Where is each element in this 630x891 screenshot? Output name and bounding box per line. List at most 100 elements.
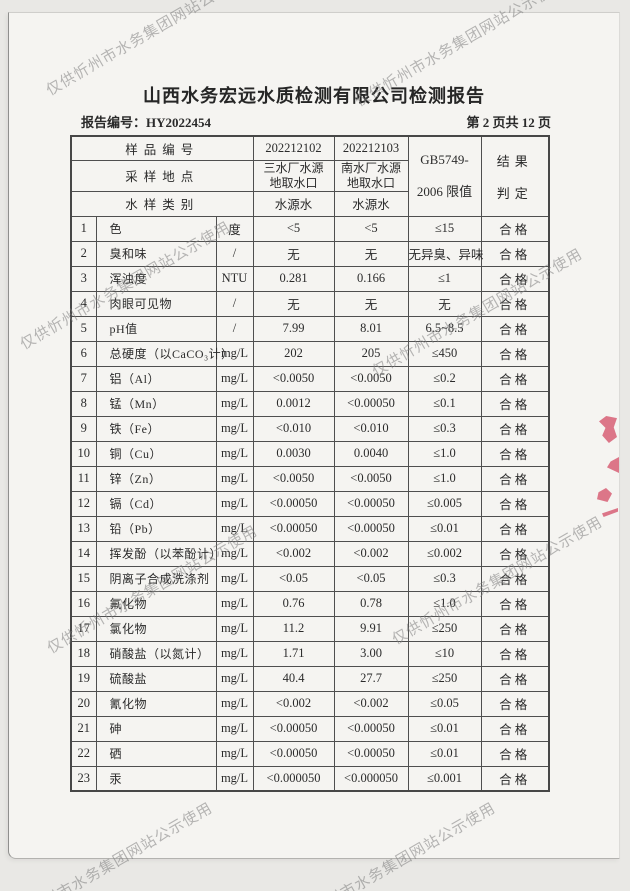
- result-value-cell: 合格: [480, 615, 550, 642]
- param-row: 20 氰化物 mg/L <0.002 <0.002 ≤0.05 合格: [70, 690, 550, 717]
- limit-value-cell: ≤0.05: [407, 690, 482, 717]
- sample1-value-cell: <0.002: [252, 690, 335, 717]
- result-value-cell: 合格: [480, 290, 550, 317]
- limit-value-cell: ≤10: [407, 640, 482, 667]
- limit-standard-header: GB5749- 2006 限值: [407, 135, 482, 217]
- sample2-value-cell: 8.01: [333, 315, 409, 342]
- row-number-cell: 4: [70, 290, 97, 317]
- sample2-value-cell: 9.91: [333, 615, 409, 642]
- unit-cell: mg/L: [215, 740, 254, 767]
- sample2-value-cell: 0.78: [333, 590, 409, 617]
- sample2-site: 南水厂水源 地取水口: [333, 159, 409, 192]
- red-seal-fragment: [602, 508, 618, 517]
- result-value-cell: 合格: [480, 315, 550, 342]
- sample2-value-cell: <0.0050: [333, 365, 409, 392]
- sample1-value-cell: 0.0012: [252, 390, 335, 417]
- param-row: 7 铝（Al） mg/L <0.0050 <0.0050 ≤0.2 合格: [70, 365, 550, 392]
- sample-type-label: 水样类别: [70, 190, 254, 217]
- row-number-cell: 2: [70, 240, 97, 267]
- unit-cell: mg/L: [215, 440, 254, 467]
- result-value-cell: 合格: [480, 665, 550, 692]
- red-seal-fragment: [599, 416, 617, 443]
- limit-value-cell: 6.5~8.5: [407, 315, 482, 342]
- sample1-value-cell: <5: [252, 215, 335, 242]
- unit-cell: 度: [215, 215, 254, 242]
- sample1-value-cell: 11.2: [252, 615, 335, 642]
- sample1-value-cell: 0.0030: [252, 440, 335, 467]
- sample1-value-cell: 40.4: [252, 665, 335, 692]
- result-value-cell: 合格: [480, 415, 550, 442]
- param-name-cell: pH值: [95, 315, 217, 342]
- report-page: 山西水务宏远水质检测有限公司检测报告 报告编号：HY2022454 第 2 页共…: [8, 12, 620, 859]
- limit-value-cell: ≤0.01: [407, 515, 482, 542]
- param-name-cell: 硝酸盐（以氮计）: [95, 640, 217, 667]
- param-row: 18 硝酸盐（以氮计） mg/L 1.71 3.00 ≤10 合格: [70, 640, 550, 667]
- sample1-value-cell: 0.281: [252, 265, 335, 292]
- row-number-cell: 22: [70, 740, 97, 767]
- result-value-cell: 合格: [480, 340, 550, 367]
- limit-value-cell: 无: [407, 290, 482, 317]
- sample1-value-cell: <0.010: [252, 415, 335, 442]
- sample1-value-cell: <0.0050: [252, 365, 335, 392]
- sample1-id: 202212102: [252, 135, 335, 161]
- sample2-value-cell: 3.00: [333, 640, 409, 667]
- limit-standard-line2: 2006 限值: [416, 184, 473, 200]
- param-row: 8 锰（Mn） mg/L 0.0012 <0.00050 ≤0.1 合格: [70, 390, 550, 417]
- limit-value-cell: ≤0.1: [407, 390, 482, 417]
- param-name-cell: 锌（Zn）: [95, 465, 217, 492]
- param-row: 6 总硬度（以CaCO₃计） mg/L 202 205 ≤450 合格: [70, 340, 550, 367]
- limit-value-cell: ≤15: [407, 215, 482, 242]
- sample1-value-cell: 0.76: [252, 590, 335, 617]
- sample2-value-cell: <0.00050: [333, 490, 409, 517]
- sample1-value-cell: <0.002: [252, 540, 335, 567]
- result-value-cell: 合格: [480, 215, 550, 242]
- limit-value-cell: ≤1.0: [407, 465, 482, 492]
- sample2-value-cell: <0.010: [333, 415, 409, 442]
- sample2-value-cell: <0.002: [333, 540, 409, 567]
- sample1-value-cell: <0.00050: [252, 715, 335, 742]
- unit-cell: mg/L: [215, 415, 254, 442]
- param-row: 23 汞 mg/L <0.000050 <0.000050 ≤0.001 合格: [70, 765, 550, 792]
- sample1-value-cell: <0.05: [252, 565, 335, 592]
- result-header-line1: 结果: [496, 153, 533, 169]
- result-value-cell: 合格: [480, 365, 550, 392]
- sample1-site: 三水厂水源 地取水口: [252, 159, 335, 192]
- row-number-cell: 12: [70, 490, 97, 517]
- result-value-cell: 合格: [480, 590, 550, 617]
- sample2-value-cell: <0.00050: [333, 515, 409, 542]
- unit-cell: mg/L: [215, 665, 254, 692]
- param-row: 2 臭和味 / 无无无异臭、异味 合格: [70, 240, 550, 267]
- limit-value-cell: ≤0.01: [407, 715, 482, 742]
- sample2-value-cell: 0.0040: [333, 440, 409, 467]
- row-number-cell: 7: [70, 365, 97, 392]
- param-row: 5 pH值/7.99 8.01 6.5~8.5 合格: [70, 315, 550, 342]
- sample2-value-cell: 0.166: [333, 265, 409, 292]
- sample1-type: 水源水: [252, 190, 335, 217]
- result-value-cell: 合格: [480, 515, 550, 542]
- param-row: 1 色度 <5 <5 ≤15 合格: [70, 215, 550, 242]
- sample2-value-cell: <5: [333, 215, 409, 242]
- row-number-cell: 23: [70, 765, 97, 792]
- param-name-cell: 汞: [95, 765, 217, 792]
- param-name-cell: 挥发酚（以苯酚计）: [95, 540, 222, 567]
- report-meta-line: 报告编号：HY2022454 第 2 页共 12 页: [81, 112, 551, 131]
- row-number-cell: 17: [70, 615, 97, 642]
- param-row: 12 镉（Cd） mg/L <0.00050 <0.00050 ≤0.005 合格: [70, 490, 550, 517]
- unit-cell: /: [215, 290, 254, 317]
- sample1-value-cell: 7.99: [252, 315, 335, 342]
- red-seal-fragment: [597, 488, 612, 502]
- unit-cell: mg/L: [215, 640, 254, 667]
- limit-value-cell: ≤0.005: [407, 490, 482, 517]
- param-name-cell: 砷: [95, 715, 217, 742]
- sampling-site-label: 采样地点: [70, 159, 254, 192]
- row-number-cell: 6: [70, 340, 97, 367]
- param-name-cell: 肉眼可见物: [95, 290, 217, 317]
- sample2-value-cell: <0.0050: [333, 465, 409, 492]
- row-number-cell: 15: [70, 565, 97, 592]
- limit-value-cell: ≤0.001: [407, 765, 482, 792]
- unit-cell: mg/L: [215, 490, 254, 517]
- unit-cell: mg/L: [215, 365, 254, 392]
- param-row: 22 硒 mg/L <0.00050 <0.00050 ≤0.01 合格: [70, 740, 550, 767]
- sample2-value-cell: <0.05: [333, 565, 409, 592]
